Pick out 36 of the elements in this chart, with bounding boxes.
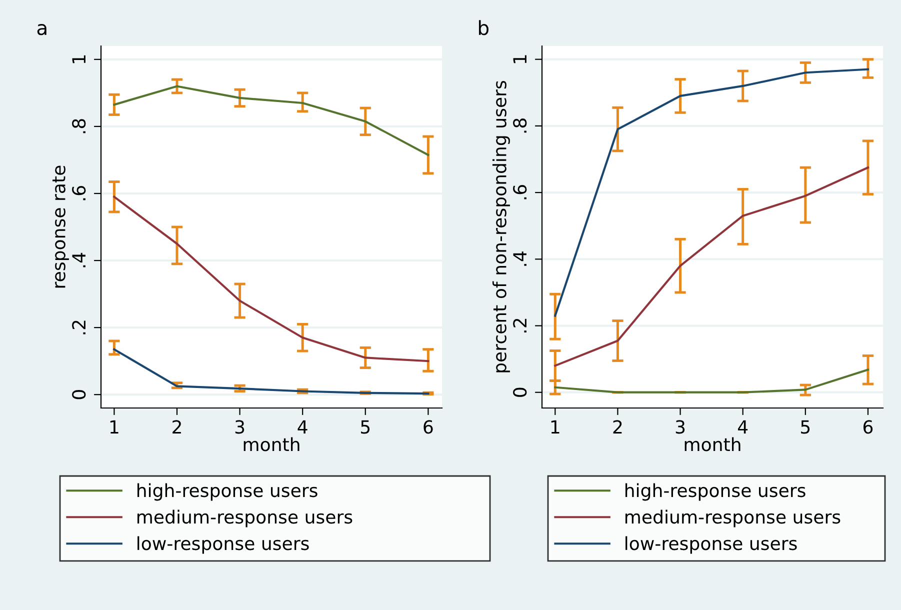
y-tick-label: .8 <box>513 118 527 133</box>
y-tick-label: .2 <box>72 320 86 334</box>
legend-label: medium-response users <box>625 510 840 528</box>
chart-title: b <box>478 20 488 36</box>
y-tick-label: .4 <box>72 252 86 268</box>
y-axis-title: percent of non-responding users <box>492 80 510 372</box>
legend-label: low-response users <box>138 536 309 554</box>
legend-label: medium-response users <box>137 510 352 528</box>
y-tick-label: 0 <box>513 388 527 397</box>
y-tick-label: 1 <box>513 55 526 64</box>
x-tick-label: 3 <box>676 420 685 434</box>
x-tick-label: 1 <box>110 420 118 434</box>
y-tick-label: 0 <box>72 390 86 400</box>
legend-label: high-response users <box>625 483 806 501</box>
y-tick-label: .4 <box>513 252 526 266</box>
y-tick-label: .2 <box>513 318 526 332</box>
x-axis-title: month <box>684 437 740 452</box>
chart-title: a <box>37 24 46 36</box>
x-tick-label: 5 <box>361 420 370 434</box>
legend-label: high-response users <box>137 483 318 501</box>
x-tick-label: 4 <box>738 420 748 434</box>
x-tick-label: 3 <box>235 420 244 434</box>
x-tick-label: 2 <box>613 420 622 434</box>
y-tick-label: .6 <box>513 185 527 200</box>
legend-label: low-response users <box>626 536 797 554</box>
x-tick-label: 6 <box>864 420 873 434</box>
y-tick-label: .8 <box>72 119 86 134</box>
y-tick-label: 1 <box>72 55 86 64</box>
x-tick-label: 4 <box>298 420 308 434</box>
x-axis-title: month <box>244 437 300 452</box>
x-tick-label: 1 <box>551 420 560 434</box>
x-tick-label: 2 <box>172 420 181 434</box>
x-tick-label: 6 <box>424 420 433 434</box>
x-tick-label: 5 <box>801 420 810 434</box>
y-tick-label: .6 <box>72 186 86 200</box>
y-axis-title: response rate <box>52 166 69 288</box>
